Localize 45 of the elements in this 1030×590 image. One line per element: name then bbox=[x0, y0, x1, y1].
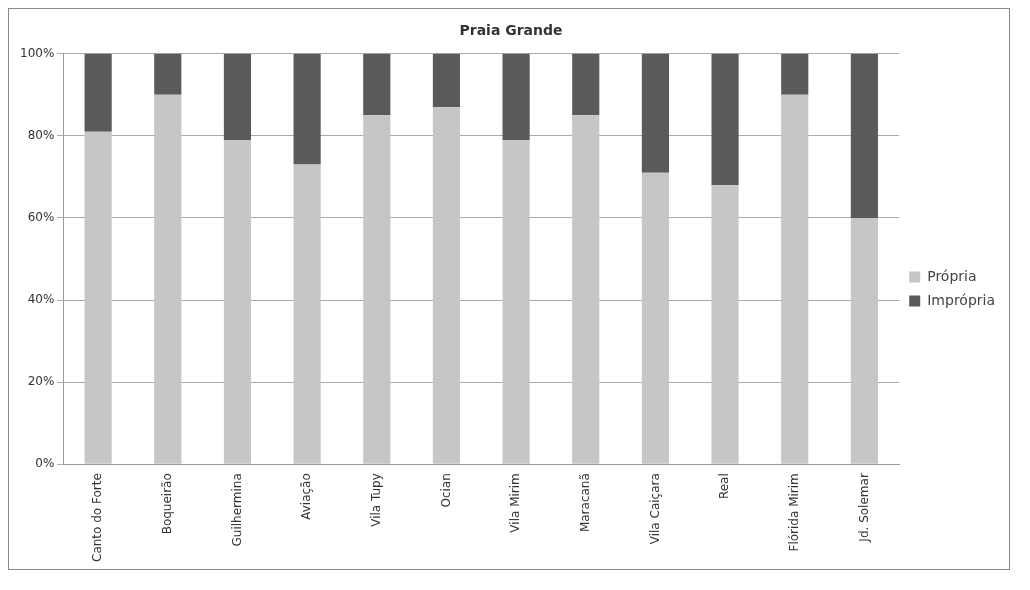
y-tick-label: 100% bbox=[19, 45, 55, 60]
bar bbox=[84, 53, 112, 132]
x-tick-label: Guilhermina bbox=[229, 473, 244, 547]
bar bbox=[641, 53, 669, 173]
bar bbox=[502, 53, 530, 140]
bar bbox=[711, 53, 739, 186]
x-tick-label: Vila Mirim bbox=[508, 473, 523, 533]
x-tick-label: Maracanã bbox=[577, 473, 592, 533]
bar bbox=[223, 53, 252, 140]
x-tick-label: Jd. Solemar bbox=[856, 473, 871, 543]
bar bbox=[293, 164, 321, 464]
bar bbox=[432, 53, 461, 108]
chart-title: Praia Grande bbox=[459, 22, 563, 39]
x-tick-label: Canto do Forte bbox=[90, 473, 105, 562]
bar bbox=[363, 115, 391, 464]
legend-label: Imprópria bbox=[927, 291, 995, 308]
bar bbox=[781, 53, 809, 95]
bar bbox=[641, 172, 669, 464]
bar bbox=[223, 139, 252, 464]
y-tick-label: 40% bbox=[27, 292, 55, 307]
x-tick-label: Flórida Mirim bbox=[786, 473, 801, 552]
bar bbox=[154, 94, 182, 464]
bar bbox=[154, 53, 182, 95]
x-tick-label: Boqueirão bbox=[159, 473, 174, 535]
bar bbox=[363, 53, 391, 116]
bar bbox=[502, 139, 530, 464]
bar bbox=[850, 217, 878, 464]
legend-label: Própria bbox=[927, 267, 977, 284]
bar bbox=[432, 107, 461, 464]
bar bbox=[572, 115, 600, 464]
bar bbox=[850, 53, 878, 218]
bar bbox=[711, 185, 739, 464]
bar bbox=[293, 53, 321, 165]
x-tick-label: Vila Caiçara bbox=[647, 473, 662, 545]
x-tick-label: Vila Tupy bbox=[368, 473, 383, 527]
bar bbox=[84, 131, 112, 464]
y-tick-label: 0% bbox=[35, 456, 55, 471]
x-tick-label: Real bbox=[717, 473, 732, 500]
y-tick-label: 60% bbox=[27, 210, 55, 225]
y-tick-label: 20% bbox=[27, 374, 55, 389]
bar bbox=[781, 94, 809, 464]
x-tick-label: Aviação bbox=[299, 473, 314, 520]
y-tick-label: 80% bbox=[27, 128, 55, 142]
x-tick-label: Ocian bbox=[438, 473, 453, 508]
bar bbox=[572, 53, 600, 116]
